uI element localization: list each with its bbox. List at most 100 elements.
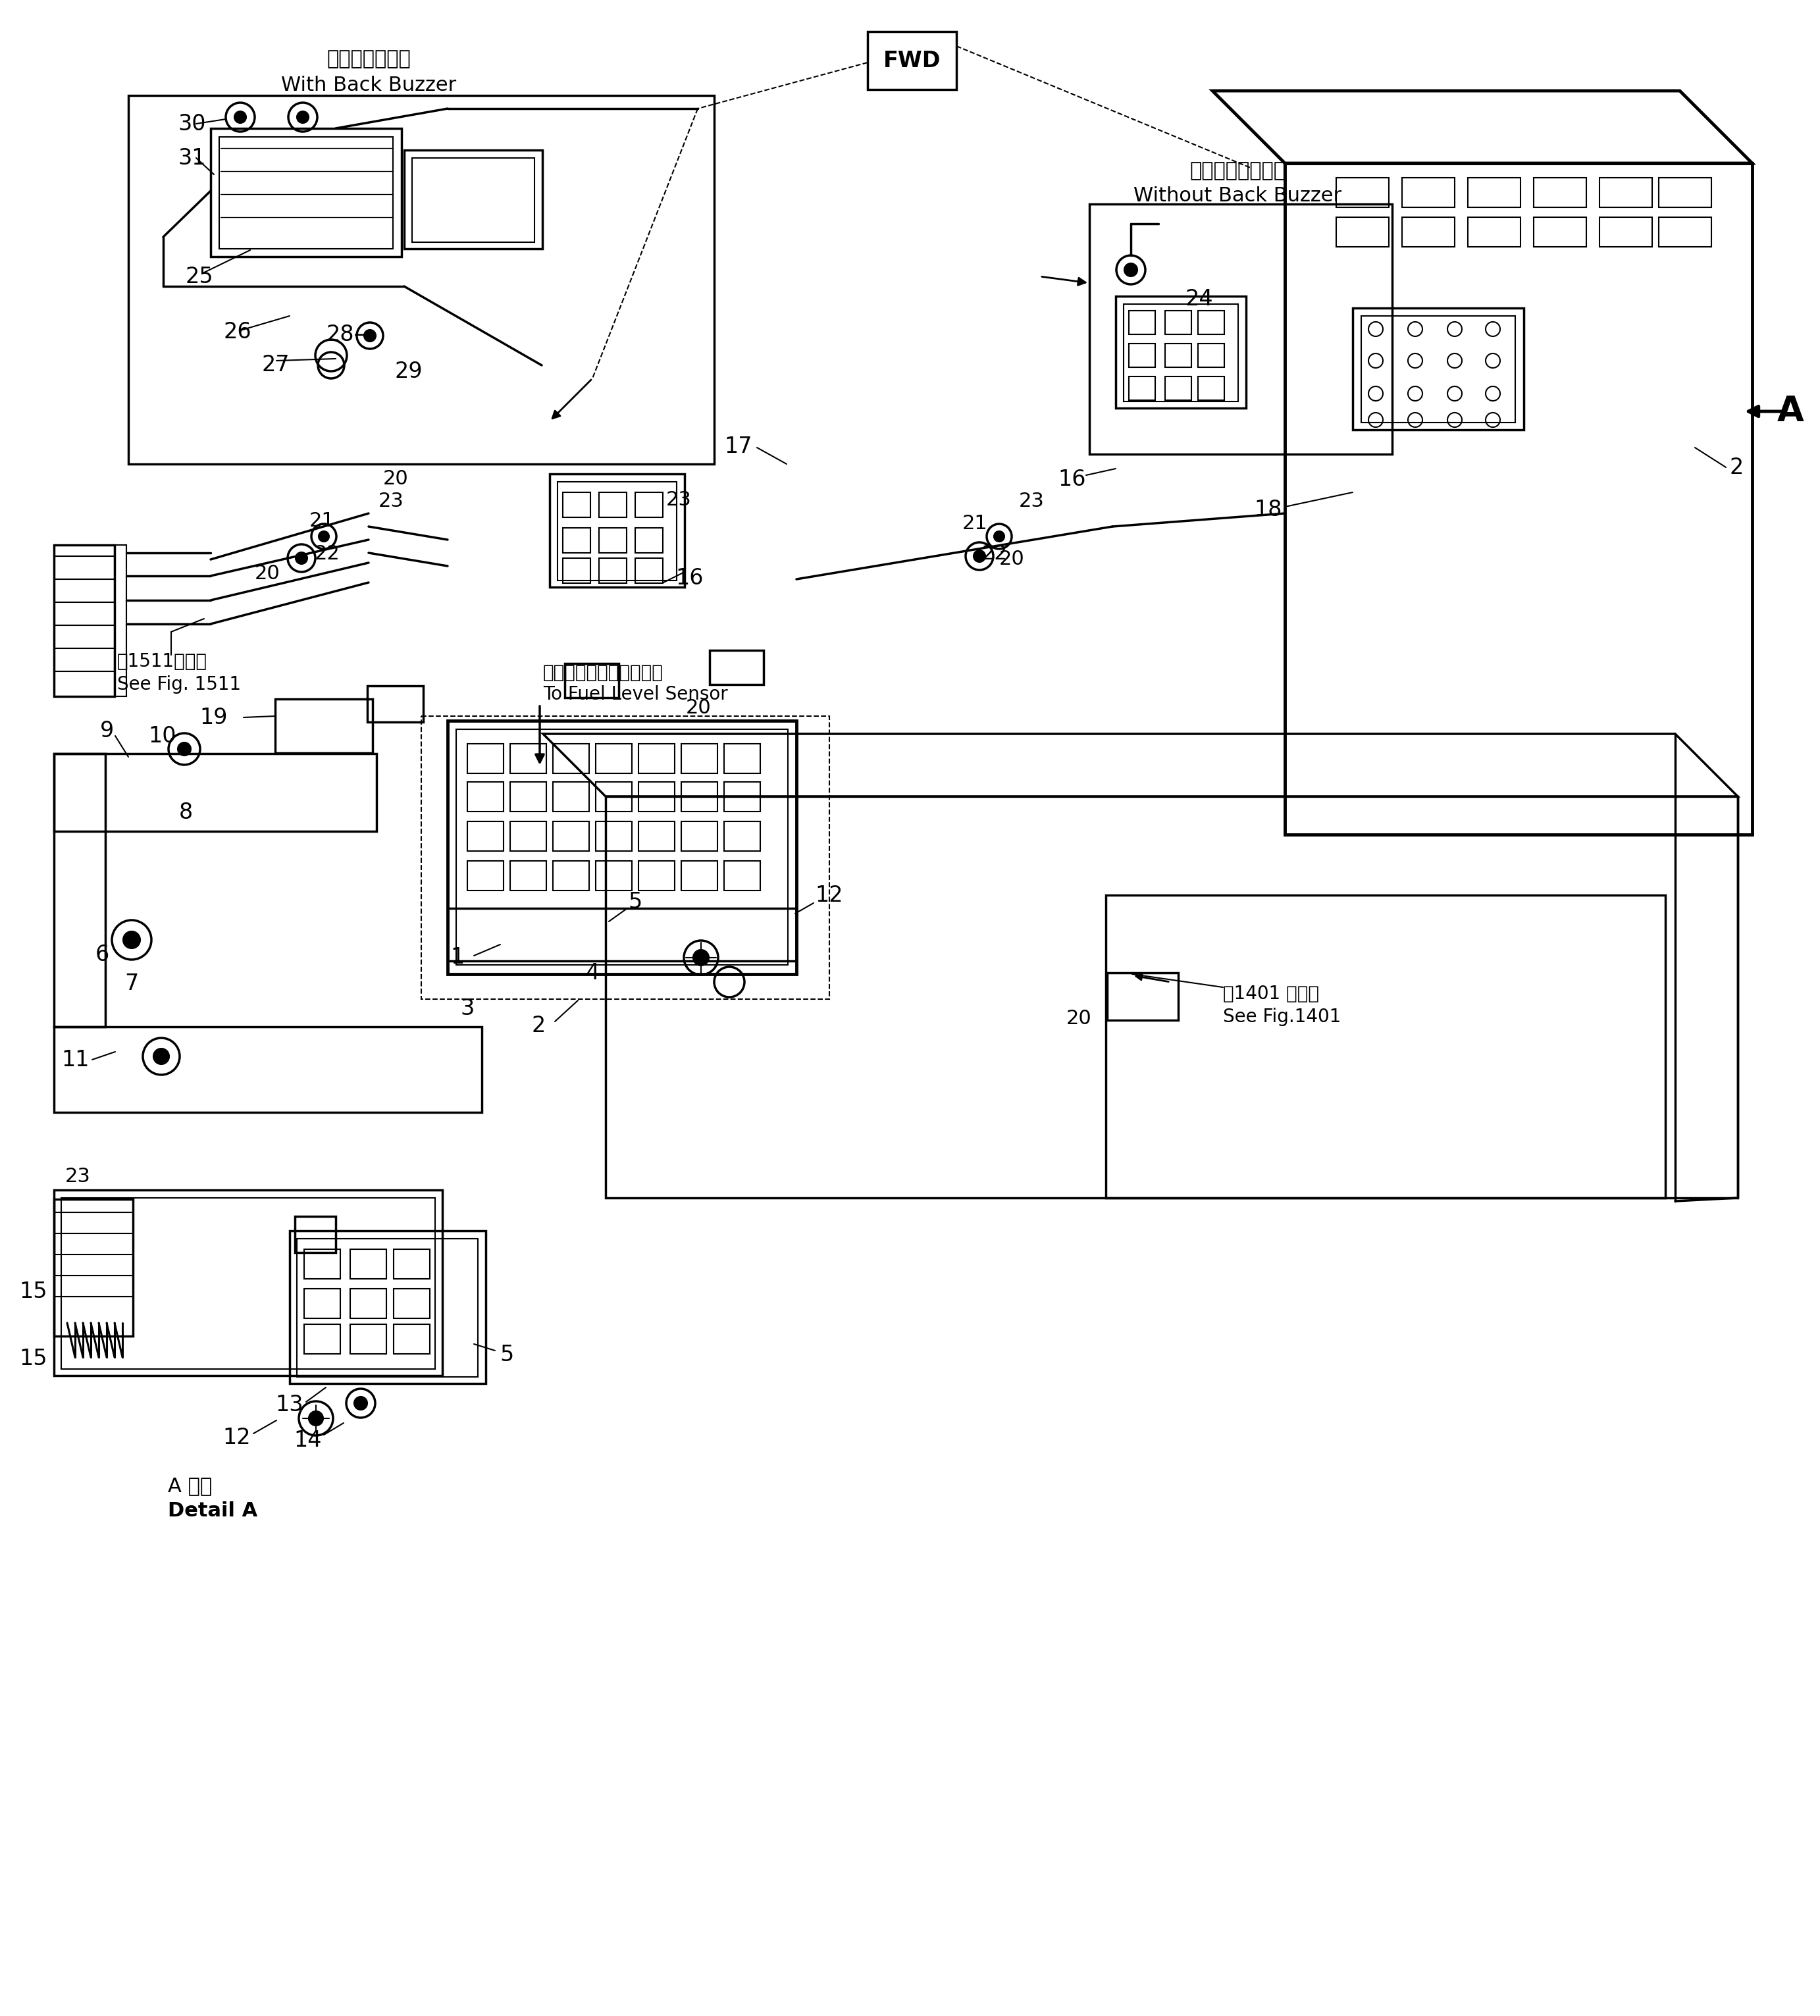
- Bar: [1361, 317, 1516, 423]
- Bar: [1352, 308, 1523, 429]
- Text: 7: 7: [124, 974, 138, 994]
- Bar: [1165, 377, 1192, 399]
- Bar: [724, 861, 761, 891]
- Text: 5: 5: [501, 1345, 513, 1365]
- Bar: [1336, 218, 1389, 246]
- Bar: [55, 544, 115, 696]
- Text: 20: 20: [255, 564, 280, 583]
- Bar: [639, 861, 675, 891]
- Bar: [1401, 218, 1454, 246]
- Text: 15: 15: [20, 1280, 47, 1302]
- Text: 28—: 28—: [326, 323, 377, 345]
- Circle shape: [974, 550, 985, 562]
- Bar: [1658, 218, 1711, 246]
- Bar: [606, 796, 1738, 1198]
- Circle shape: [309, 1411, 324, 1425]
- Text: 20: 20: [382, 470, 410, 488]
- Bar: [1198, 377, 1225, 399]
- Text: フェエルレベルセンサへ: フェエルレベルセンサへ: [542, 663, 664, 681]
- Text: 6: 6: [95, 943, 109, 966]
- Text: 15: 15: [20, 1349, 47, 1371]
- Bar: [1128, 310, 1156, 335]
- Text: ハックフサーなし: ハックフサーなし: [1190, 161, 1285, 181]
- Circle shape: [124, 931, 140, 948]
- Bar: [420, 716, 830, 1000]
- Bar: [635, 492, 662, 518]
- Bar: [724, 744, 761, 774]
- Bar: [510, 744, 546, 774]
- Bar: [599, 492, 626, 518]
- Bar: [1534, 177, 1587, 208]
- Bar: [681, 744, 717, 774]
- Text: 29: 29: [395, 361, 422, 383]
- Bar: [1600, 218, 1653, 246]
- Bar: [297, 1238, 479, 1377]
- Bar: [55, 1189, 442, 1375]
- Bar: [510, 821, 546, 851]
- Bar: [275, 700, 373, 752]
- Text: 26: 26: [224, 321, 251, 343]
- Text: See Fig. 1511: See Fig. 1511: [116, 675, 240, 694]
- Text: FWD: FWD: [883, 50, 941, 71]
- Bar: [599, 558, 626, 583]
- Bar: [448, 720, 797, 974]
- Bar: [468, 782, 504, 812]
- Bar: [1336, 177, 1389, 208]
- Text: 27: 27: [262, 355, 289, 377]
- Text: ハックフサー付: ハックフサー付: [326, 50, 411, 69]
- Bar: [349, 1250, 386, 1278]
- Bar: [681, 821, 717, 851]
- Bar: [468, 861, 504, 891]
- Bar: [595, 744, 632, 774]
- Bar: [368, 685, 424, 722]
- Bar: [557, 482, 677, 581]
- Bar: [411, 157, 535, 242]
- Text: 5: 5: [628, 891, 642, 913]
- Bar: [349, 1288, 386, 1318]
- Text: 17: 17: [724, 435, 752, 458]
- Text: 23: 23: [1019, 492, 1045, 512]
- Circle shape: [318, 530, 329, 542]
- Bar: [639, 821, 675, 851]
- Text: 31: 31: [178, 147, 206, 169]
- Text: A 詳細: A 詳細: [167, 1476, 213, 1496]
- Text: 14: 14: [295, 1429, 322, 1452]
- Text: See Fig.1401: See Fig.1401: [1223, 1008, 1341, 1026]
- Text: 23: 23: [666, 490, 692, 510]
- Bar: [115, 544, 126, 696]
- Bar: [510, 782, 546, 812]
- Bar: [1165, 310, 1192, 335]
- Text: 12: 12: [815, 885, 843, 905]
- Bar: [553, 782, 590, 812]
- Text: 10: 10: [147, 726, 177, 746]
- Text: 8: 8: [178, 802, 193, 825]
- Text: 21: 21: [963, 514, 988, 532]
- Bar: [55, 1200, 133, 1337]
- Bar: [304, 1250, 340, 1278]
- Bar: [393, 1288, 430, 1318]
- Bar: [211, 129, 402, 256]
- Bar: [868, 32, 955, 89]
- Bar: [553, 861, 590, 891]
- Bar: [724, 821, 761, 851]
- Bar: [724, 782, 761, 812]
- Circle shape: [295, 552, 308, 564]
- Bar: [562, 558, 590, 583]
- Text: Detail A: Detail A: [167, 1502, 258, 1520]
- Bar: [1600, 177, 1653, 208]
- Bar: [393, 1250, 430, 1278]
- Bar: [304, 1288, 340, 1318]
- Text: 1: 1: [451, 948, 464, 968]
- Bar: [457, 730, 788, 966]
- Bar: [553, 821, 590, 851]
- Bar: [304, 1325, 340, 1355]
- Text: 9: 9: [100, 720, 115, 742]
- Text: 21: 21: [309, 512, 335, 530]
- Text: 23: 23: [379, 492, 404, 512]
- Bar: [1469, 177, 1520, 208]
- Bar: [595, 821, 632, 851]
- Bar: [550, 474, 684, 587]
- Text: 22: 22: [983, 544, 1008, 564]
- Bar: [468, 744, 504, 774]
- Bar: [55, 754, 106, 1026]
